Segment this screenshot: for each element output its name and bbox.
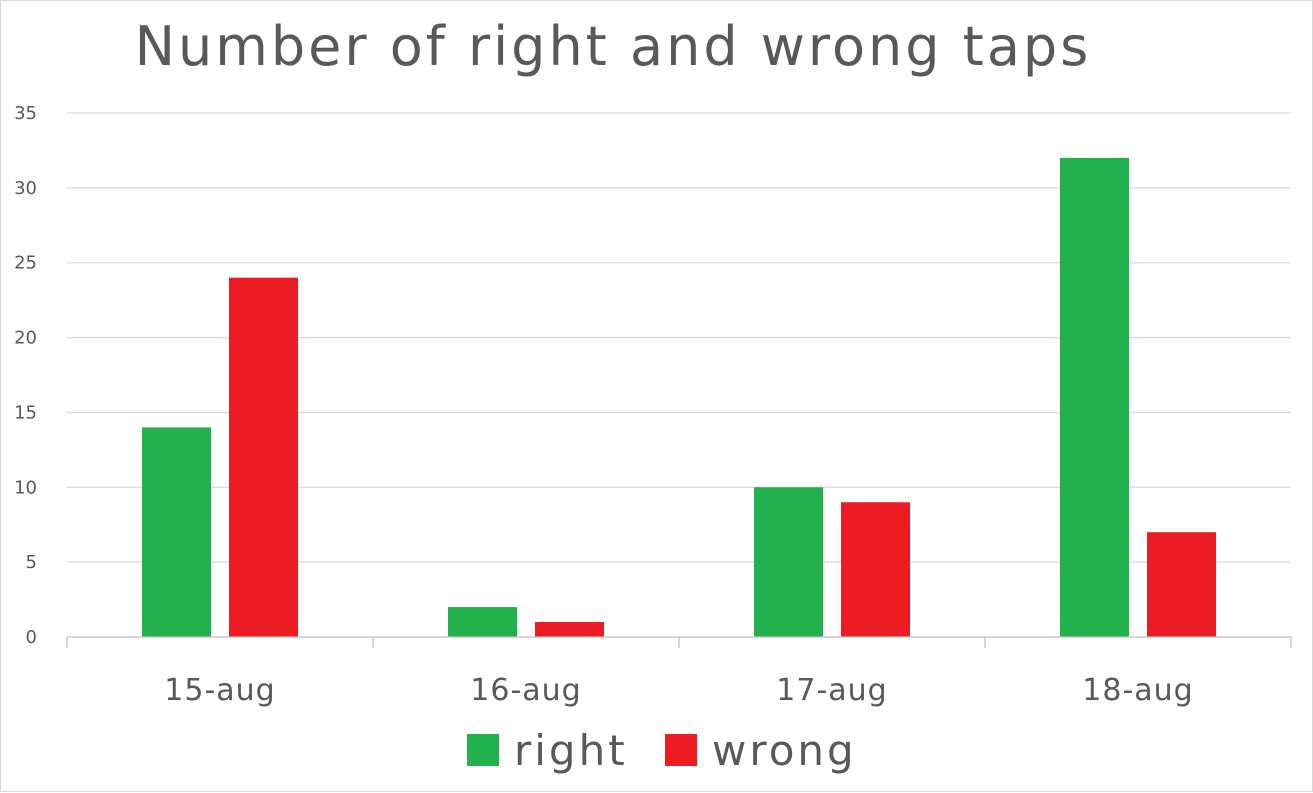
- legend: right wrong: [467, 726, 857, 775]
- legend-swatch-right: [467, 734, 499, 766]
- legend-label-wrong: wrong: [712, 726, 857, 775]
- y-tick-label: 20: [14, 328, 37, 349]
- x-category-label: 16-aug: [470, 673, 581, 708]
- y-tick-label: 5: [26, 552, 37, 573]
- y-tick-label: 25: [14, 253, 37, 274]
- x-category-label: 17-aug: [776, 673, 887, 708]
- y-tick-label: 10: [14, 477, 37, 498]
- y-tick-label: 30: [14, 178, 37, 199]
- x-category-label: 18-aug: [1082, 673, 1193, 708]
- bars: [142, 157, 1216, 637]
- x-axis-labels: 15-aug 16-aug 17-aug 18-aug: [164, 673, 1193, 708]
- y-tick-label: 0: [26, 627, 37, 648]
- y-tick-label: 15: [14, 402, 37, 423]
- bar-right-15-aug: [142, 427, 211, 637]
- legend-swatch-wrong: [665, 734, 697, 766]
- bar-right-17-aug: [754, 487, 823, 637]
- x-category-label: 15-aug: [164, 673, 275, 708]
- y-axis-ticks: 0 5 10 15 20 25 30 35: [14, 103, 37, 648]
- bar-wrong-16-aug: [535, 622, 604, 637]
- y-tick-label: 35: [14, 103, 37, 124]
- bar-wrong-18-aug: [1147, 532, 1216, 637]
- bar-wrong-15-aug: [229, 277, 298, 637]
- bar-right-18-aug: [1060, 157, 1129, 637]
- bar-wrong-17-aug: [841, 502, 910, 637]
- chart-title: Number of right and wrong taps: [135, 15, 1092, 78]
- bar-right-16-aug: [448, 607, 517, 637]
- legend-label-right: right: [514, 726, 628, 775]
- x-axis: [66, 636, 1292, 648]
